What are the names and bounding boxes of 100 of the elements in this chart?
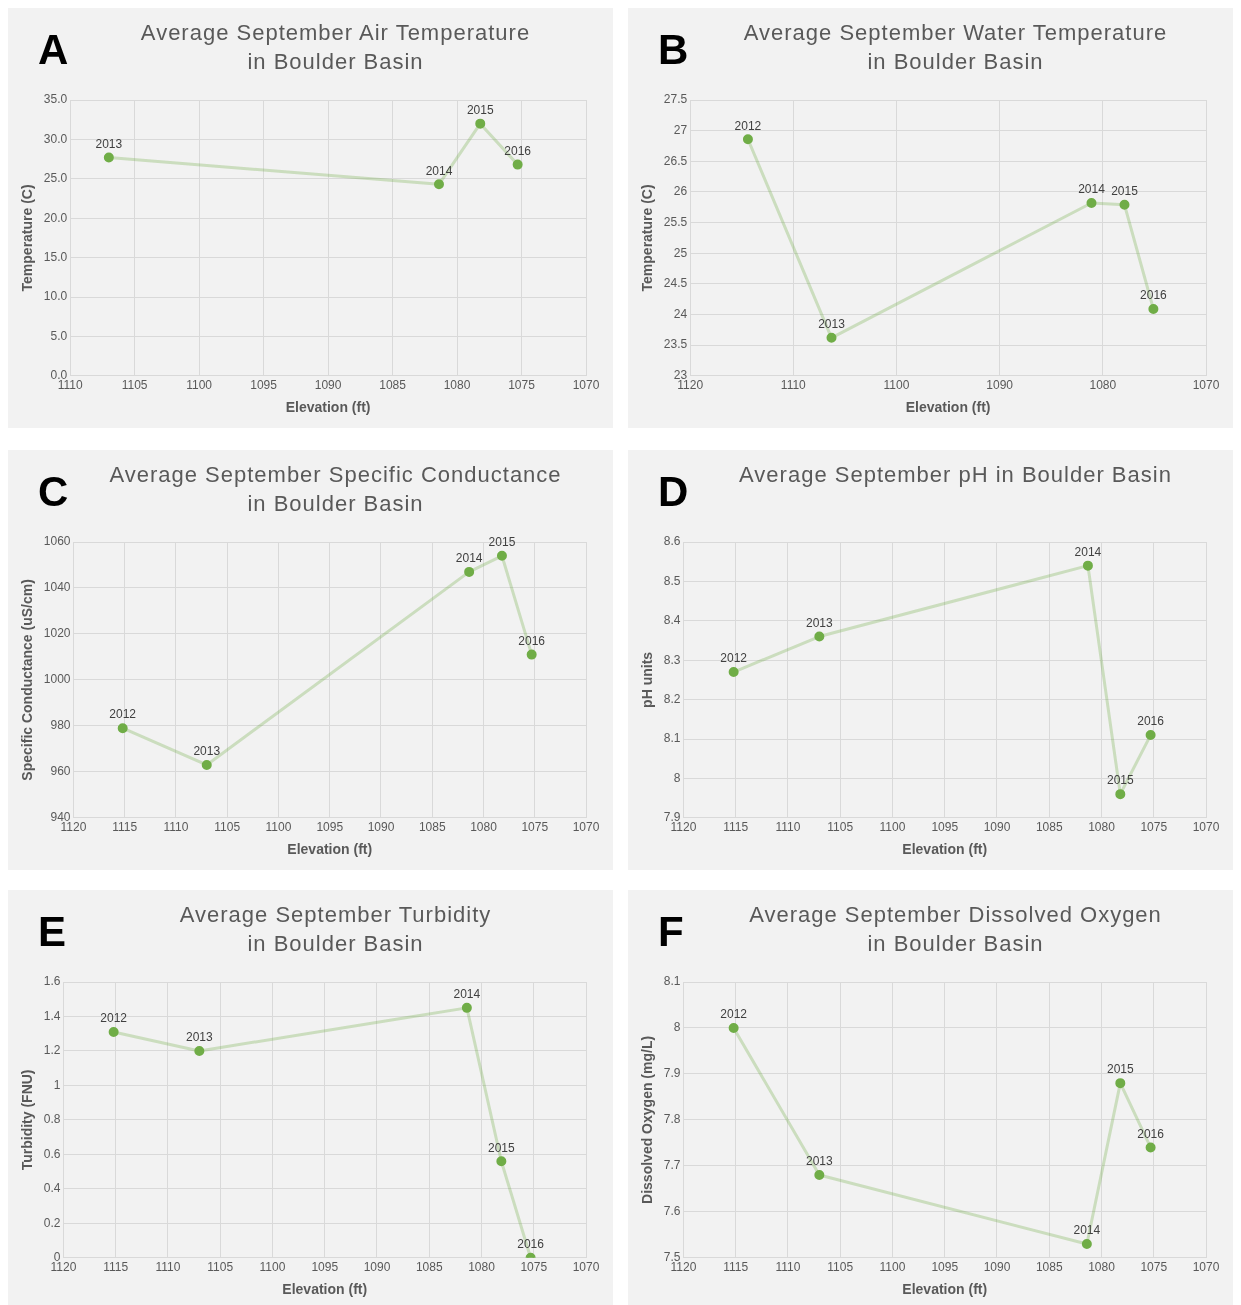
x-tick-label: 1075 (1140, 1260, 1168, 1275)
point (814, 1170, 825, 1181)
point (1115, 789, 1126, 800)
x-tick-label: 1105 (827, 1260, 854, 1275)
x-tick-label: 1090 (367, 820, 395, 835)
x-tick-label: 1080 (468, 1260, 496, 1275)
x-tick-label: 1090 (314, 378, 342, 393)
y-tick-label: 7.6 (663, 1204, 681, 1219)
annotation: 2012 (109, 707, 137, 722)
point (814, 631, 825, 642)
y-tick-label: 5.0 (50, 328, 68, 343)
x-tick-label: 1085 (415, 1260, 443, 1275)
point (1145, 1142, 1156, 1153)
y-tick-label: 8.1 (663, 731, 681, 746)
y-axis-title: Turbidity (FNU) (19, 1069, 36, 1171)
x-axis-title: Elevation (ft) (287, 841, 373, 858)
x-tick-label: 1080 (1089, 378, 1117, 393)
point (496, 1156, 507, 1167)
point (194, 1045, 205, 1056)
x-tick-label: 1080 (443, 378, 471, 393)
point (1145, 730, 1156, 741)
x-tick-label: 1075 (508, 378, 536, 393)
x-tick-label: 1105 (214, 820, 241, 835)
point (475, 118, 486, 129)
annotation: 2012 (100, 1011, 128, 1026)
y-tick-label: 8.4 (663, 613, 681, 628)
annotation: 2015 (466, 102, 494, 117)
y-tick-label: 26 (673, 184, 688, 199)
annotation: 2015 (1106, 1062, 1134, 1077)
annotation: 2014 (425, 163, 453, 178)
x-tick-label: 1090 (363, 1260, 391, 1275)
x-tick-label: 1120 (670, 1260, 697, 1275)
point (464, 566, 475, 577)
point (742, 134, 753, 145)
x-tick-label: 1080 (1088, 1260, 1116, 1275)
point (433, 179, 444, 190)
y-tick-label: 1.6 (43, 974, 61, 989)
annotation: 2014 (1074, 544, 1102, 559)
y-tick-label: 1.2 (43, 1043, 61, 1058)
text: D (658, 468, 689, 516)
point (526, 649, 537, 660)
point (1115, 1078, 1126, 1089)
annotation: 2013 (95, 136, 123, 151)
x-tick-label: 1095 (931, 820, 959, 835)
x-tick-label: 1090 (986, 378, 1014, 393)
text: F (658, 908, 684, 956)
y-tick-label: 8.1 (663, 974, 681, 989)
y-tick-label: 1020 (43, 626, 71, 641)
x-tick-label: 1080 (1088, 820, 1116, 835)
annotation: 2013 (805, 615, 834, 630)
x-tick-label: 1100 (883, 378, 910, 393)
chart-title: Average September Water Temperature in Boulder Basin (742, 19, 1169, 76)
point (1081, 1239, 1092, 1250)
chart-title: Average September Turbidity in Boulder Basin (178, 901, 493, 958)
annotation: 2016 (517, 1237, 545, 1252)
x-tick-label: 1115 (723, 1260, 749, 1275)
x-tick-label: 1095 (250, 378, 278, 393)
y-tick-label: 0.6 (43, 1146, 61, 1161)
y-tick-label: 8 (673, 1020, 681, 1035)
x-tick-label: 1120 (670, 820, 697, 835)
y-tick-label: 23.5 (663, 337, 688, 352)
x-tick-label: 1115 (103, 1260, 129, 1275)
y-tick-label: 1.4 (43, 1008, 61, 1023)
x-axis-title: Elevation (ft) (905, 399, 991, 416)
x-tick-label: 1085 (418, 820, 446, 835)
point (1148, 304, 1159, 314)
x-tick-label: 1095 (316, 820, 344, 835)
x-tick-label: 1100 (879, 1260, 906, 1275)
y-tick-label: 0.4 (43, 1181, 61, 1196)
chart-title: Average September pH in Boulder Basin (738, 461, 1173, 489)
y-tick-label: 1060 (43, 534, 71, 549)
y-axis-title: Dissolved Oxygen (mg/L) (639, 1035, 656, 1204)
x-tick-label: 1075 (521, 820, 549, 835)
y-tick-label: 960 (50, 764, 71, 779)
x-tick-label: 1070 (572, 820, 600, 835)
y-tick-label: 27 (673, 122, 688, 137)
point (496, 550, 507, 561)
annotation: 2012 (734, 118, 762, 133)
y-tick-label: 1040 (43, 580, 71, 595)
y-tick-label: 24 (673, 306, 688, 321)
y-tick-label: 35.0 (43, 92, 68, 107)
x-tick-label: 1080 (470, 820, 498, 835)
x-tick-label: 1110 (155, 1260, 181, 1275)
annotation: 2016 (1137, 1126, 1165, 1141)
point (728, 667, 739, 678)
annotation: 2016 (504, 143, 532, 158)
point (728, 1022, 739, 1033)
y-tick-label: 26.5 (663, 153, 688, 168)
y-tick-label: 24.5 (663, 276, 688, 291)
y-tick-label: 8.5 (663, 573, 681, 588)
x-tick-label: 1120 (60, 820, 87, 835)
point (512, 159, 523, 170)
x-tick-label: 1090 (983, 820, 1011, 835)
x-tick-label: 1110 (775, 820, 801, 835)
y-axis-title: Temperature (C) (19, 184, 36, 292)
x-tick-label: 1110 (163, 820, 189, 835)
annotation: 2013 (193, 744, 221, 759)
point (1082, 560, 1093, 571)
x-tick-label: 1075 (1140, 820, 1168, 835)
x-tick-label: 1105 (121, 378, 148, 393)
